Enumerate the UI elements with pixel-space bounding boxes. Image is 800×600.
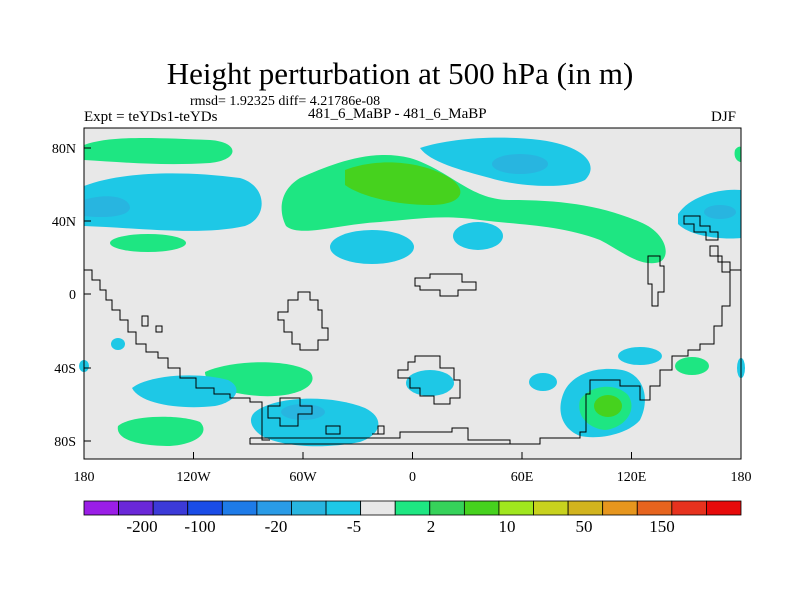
x-tick-label: 180 bbox=[731, 470, 752, 485]
contour-negative-region bbox=[84, 173, 262, 231]
colorbar-swatch bbox=[256, 500, 292, 516]
colorbar-label: -5 bbox=[347, 517, 361, 536]
contour-negative-region bbox=[111, 338, 125, 350]
contour-fills bbox=[79, 137, 745, 447]
coastline-north-center bbox=[414, 273, 477, 297]
colorbar-swatch bbox=[671, 500, 707, 516]
contour-negative-strong bbox=[84, 196, 130, 218]
x-tick-label: 120E bbox=[617, 470, 647, 485]
colorbar-swatch bbox=[429, 500, 465, 516]
coastline-south-center bbox=[397, 355, 461, 405]
map-panel: 180 120W 60W 0 60E 120E 180 80N 40N 0 40… bbox=[52, 127, 752, 485]
coastline-central-landmass bbox=[277, 291, 329, 351]
x-tick-label: 60E bbox=[511, 470, 534, 485]
plot-title: Height perturbation at 500 hPa (in m) bbox=[166, 56, 634, 91]
coastline-west bbox=[84, 269, 270, 441]
stats-line: rmsd= 1.92325 diff= 4.21786e-08 bbox=[190, 94, 381, 109]
colorbar-label: 2 bbox=[427, 517, 436, 536]
contour-negative-region bbox=[529, 373, 557, 391]
contour-negative-strong bbox=[704, 205, 736, 219]
colorbar-swatch bbox=[498, 500, 534, 516]
contour-negative-region bbox=[453, 222, 503, 250]
colorbar-swatch bbox=[567, 500, 604, 516]
experiment-name: 481_6_MaBP - 481_6_MaBP bbox=[308, 106, 487, 122]
x-tick-labels: 180 120W 60W 0 60E 120E 180 bbox=[74, 470, 752, 485]
coastline-east bbox=[250, 269, 741, 445]
colorbar-swatch bbox=[602, 500, 638, 516]
colorbar-swatch bbox=[636, 500, 673, 516]
contour-positive-region bbox=[84, 137, 233, 165]
axis-tick-marks bbox=[83, 147, 742, 459]
colorbar-label: 50 bbox=[576, 517, 593, 536]
contour-positive-region bbox=[734, 146, 741, 162]
contour-negative-region bbox=[406, 370, 454, 396]
colorbar-swatch bbox=[533, 500, 569, 516]
colorbar-swatch bbox=[325, 500, 362, 516]
x-tick-label: 120W bbox=[176, 470, 211, 485]
y-tick-label: 0 bbox=[69, 288, 76, 303]
experiment-label: Expt = teYDs1-teYDs bbox=[84, 109, 218, 125]
contour-negative-strong bbox=[281, 404, 325, 420]
contour-negative-strong bbox=[492, 154, 548, 174]
coastline-antarctic bbox=[249, 438, 540, 445]
y-tick-label: 40S bbox=[54, 362, 76, 377]
coastline-island bbox=[155, 325, 163, 333]
colorbar-swatch bbox=[394, 500, 431, 516]
coastline-south-west bbox=[267, 397, 313, 427]
season-label: DJF bbox=[711, 109, 737, 125]
coastline-outlines bbox=[84, 215, 741, 445]
y-tick-label: 80S bbox=[54, 435, 76, 450]
x-tick-label: 0 bbox=[409, 470, 416, 485]
coastline-east-peninsula bbox=[647, 255, 665, 307]
coastline-island bbox=[141, 315, 149, 327]
colorbar-labels: -200 -100 -20 -5 2 10 50 150 bbox=[126, 517, 674, 536]
contour-positive-region bbox=[675, 357, 709, 375]
y-tick-label: 80N bbox=[52, 142, 76, 157]
contour-negative-region bbox=[618, 347, 662, 365]
y-tick-label: 40N bbox=[52, 215, 76, 230]
colorbar-label: -20 bbox=[265, 517, 288, 536]
colorbar-swatch bbox=[187, 500, 223, 516]
colorbar-swatch bbox=[152, 500, 189, 516]
colorbar-label: 10 bbox=[499, 517, 516, 536]
colorbar-label: 150 bbox=[649, 517, 675, 536]
colorbar-swatch bbox=[221, 500, 258, 516]
x-tick-label: 60W bbox=[289, 470, 317, 485]
contour-positive-strong bbox=[594, 395, 622, 417]
contour-negative-region bbox=[330, 230, 414, 264]
colorbar-swatch bbox=[463, 500, 500, 516]
colorbar-swatch bbox=[118, 500, 154, 516]
colorbar-swatch bbox=[83, 500, 119, 516]
coastline-east-island bbox=[709, 245, 731, 273]
coastline-island bbox=[372, 425, 385, 435]
y-tick-labels: 80N 40N 0 40S 80S bbox=[52, 142, 76, 450]
colorbar-swatch bbox=[291, 500, 327, 516]
contour-positive-strong bbox=[345, 162, 461, 205]
colorbar bbox=[83, 500, 742, 516]
colorbar-label: -100 bbox=[184, 517, 215, 536]
colorbar-label: -200 bbox=[126, 517, 157, 536]
colorbar-swatch bbox=[360, 500, 396, 516]
coastline-island bbox=[325, 425, 341, 435]
contour-positive-region bbox=[117, 416, 204, 446]
colorbar-swatch bbox=[706, 500, 742, 516]
x-tick-label: 180 bbox=[74, 470, 95, 485]
coastline-japan bbox=[683, 215, 719, 241]
contour-negative-region bbox=[132, 375, 237, 408]
contour-positive-region bbox=[110, 234, 186, 252]
